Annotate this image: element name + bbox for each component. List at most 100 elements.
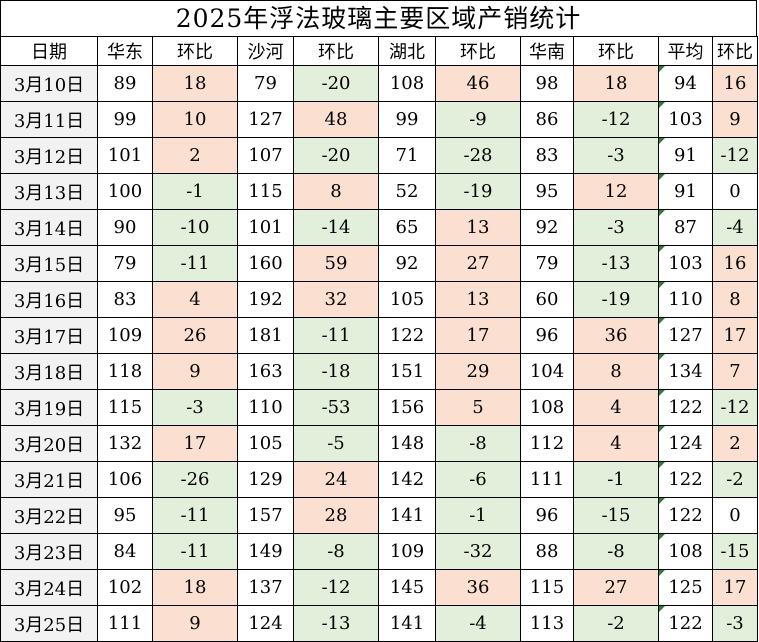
date-cell[interactable]: 3月22日 xyxy=(0,497,98,534)
hubei-change-cell[interactable]: 13 xyxy=(435,209,521,246)
shahe-cell[interactable]: 79 xyxy=(237,65,294,102)
huadong-cell[interactable]: 106 xyxy=(97,461,153,498)
huadong-cell[interactable]: 84 xyxy=(97,533,153,570)
hubei-cell[interactable]: 156 xyxy=(378,389,436,426)
header-cell-average-change[interactable]: 环比 xyxy=(712,36,758,66)
huadong-change-cell[interactable]: -26 xyxy=(152,461,238,498)
huanan-change-cell[interactable]: 27 xyxy=(573,569,659,606)
average-cell[interactable]: 87 xyxy=(658,209,713,246)
hubei-cell[interactable]: 99 xyxy=(378,101,436,138)
date-cell[interactable]: 3月25日 xyxy=(0,605,98,642)
average-change-cell[interactable]: 16 xyxy=(712,245,758,282)
huanan-cell[interactable]: 60 xyxy=(520,281,574,318)
average-change-cell[interactable]: 17 xyxy=(712,569,758,606)
huanan-change-cell[interactable]: -3 xyxy=(573,209,659,246)
average-change-cell[interactable]: -12 xyxy=(712,137,758,174)
shahe-change-cell[interactable]: 32 xyxy=(293,281,379,318)
header-cell-huanan[interactable]: 华南 xyxy=(520,36,574,66)
date-cell[interactable]: 3月23日 xyxy=(0,533,98,570)
average-change-cell[interactable]: -3 xyxy=(712,605,758,642)
shahe-change-cell[interactable]: -5 xyxy=(293,425,379,462)
average-change-cell[interactable]: -2 xyxy=(712,461,758,498)
shahe-cell[interactable]: 107 xyxy=(237,137,294,174)
hubei-change-cell[interactable]: 29 xyxy=(435,353,521,390)
hubei-cell[interactable]: 108 xyxy=(378,65,436,102)
hubei-cell[interactable]: 109 xyxy=(378,533,436,570)
huadong-change-cell[interactable]: 2 xyxy=(152,137,238,174)
huadong-cell[interactable]: 132 xyxy=(97,425,153,462)
huadong-cell[interactable]: 101 xyxy=(97,137,153,174)
huadong-change-cell[interactable]: -10 xyxy=(152,209,238,246)
shahe-change-cell[interactable]: 8 xyxy=(293,173,379,210)
huanan-cell[interactable]: 113 xyxy=(520,605,574,642)
huanan-cell[interactable]: 86 xyxy=(520,101,574,138)
average-cell[interactable]: 91 xyxy=(658,137,713,174)
huanan-change-cell[interactable]: -12 xyxy=(573,101,659,138)
shahe-change-cell[interactable]: -20 xyxy=(293,65,379,102)
shahe-cell[interactable]: 160 xyxy=(237,245,294,282)
huadong-cell[interactable]: 100 xyxy=(97,173,153,210)
huadong-cell[interactable]: 102 xyxy=(97,569,153,606)
huadong-change-cell[interactable]: -3 xyxy=(152,389,238,426)
date-cell[interactable]: 3月18日 xyxy=(0,353,98,390)
huadong-change-cell[interactable]: -11 xyxy=(152,245,238,282)
huanan-cell[interactable]: 88 xyxy=(520,533,574,570)
huadong-cell[interactable]: 118 xyxy=(97,353,153,390)
shahe-cell[interactable]: 105 xyxy=(237,425,294,462)
average-cell[interactable]: 122 xyxy=(658,389,713,426)
shahe-change-cell[interactable]: -11 xyxy=(293,317,379,354)
shahe-cell[interactable]: 163 xyxy=(237,353,294,390)
shahe-change-cell[interactable]: 28 xyxy=(293,497,379,534)
huadong-cell[interactable]: 99 xyxy=(97,101,153,138)
average-cell[interactable]: 103 xyxy=(658,101,713,138)
huanan-cell[interactable]: 112 xyxy=(520,425,574,462)
shahe-change-cell[interactable]: -20 xyxy=(293,137,379,174)
huadong-change-cell[interactable]: 26 xyxy=(152,317,238,354)
huanan-change-cell[interactable]: 4 xyxy=(573,389,659,426)
huanan-change-cell[interactable]: 18 xyxy=(573,65,659,102)
shahe-cell[interactable]: 124 xyxy=(237,605,294,642)
average-cell[interactable]: 108 xyxy=(658,533,713,570)
shahe-change-cell[interactable]: 59 xyxy=(293,245,379,282)
huanan-cell[interactable]: 79 xyxy=(520,245,574,282)
average-cell[interactable]: 122 xyxy=(658,497,713,534)
header-cell-hubei[interactable]: 湖北 xyxy=(378,36,436,66)
average-cell[interactable]: 127 xyxy=(658,317,713,354)
hubei-cell[interactable]: 145 xyxy=(378,569,436,606)
hubei-change-cell[interactable]: -8 xyxy=(435,425,521,462)
hubei-change-cell[interactable]: -4 xyxy=(435,605,521,642)
hubei-change-cell[interactable]: 46 xyxy=(435,65,521,102)
average-change-cell[interactable]: 7 xyxy=(712,353,758,390)
huanan-cell[interactable]: 104 xyxy=(520,353,574,390)
huanan-cell[interactable]: 98 xyxy=(520,65,574,102)
huanan-cell[interactable]: 83 xyxy=(520,137,574,174)
average-change-cell[interactable]: 9 xyxy=(712,101,758,138)
huanan-change-cell[interactable]: -19 xyxy=(573,281,659,318)
shahe-change-cell[interactable]: 48 xyxy=(293,101,379,138)
date-cell[interactable]: 3月16日 xyxy=(0,281,98,318)
huadong-cell[interactable]: 83 xyxy=(97,281,153,318)
huadong-cell[interactable]: 115 xyxy=(97,389,153,426)
date-cell[interactable]: 3月24日 xyxy=(0,569,98,606)
date-cell[interactable]: 3月13日 xyxy=(0,173,98,210)
huadong-cell[interactable]: 89 xyxy=(97,65,153,102)
huanan-cell[interactable]: 111 xyxy=(520,461,574,498)
shahe-change-cell[interactable]: -8 xyxy=(293,533,379,570)
header-cell-huanan-change[interactable]: 环比 xyxy=(573,36,659,66)
huanan-change-cell[interactable]: 8 xyxy=(573,353,659,390)
shahe-change-cell[interactable]: -18 xyxy=(293,353,379,390)
hubei-cell[interactable]: 141 xyxy=(378,497,436,534)
hubei-cell[interactable]: 122 xyxy=(378,317,436,354)
shahe-cell[interactable]: 157 xyxy=(237,497,294,534)
hubei-change-cell[interactable]: 13 xyxy=(435,281,521,318)
huadong-change-cell[interactable]: -11 xyxy=(152,533,238,570)
shahe-cell[interactable]: 181 xyxy=(237,317,294,354)
shahe-cell[interactable]: 137 xyxy=(237,569,294,606)
header-cell-shahe-change[interactable]: 环比 xyxy=(293,36,379,66)
date-cell[interactable]: 3月19日 xyxy=(0,389,98,426)
hubei-change-cell[interactable]: 36 xyxy=(435,569,521,606)
huanan-change-cell[interactable]: -3 xyxy=(573,137,659,174)
header-cell-huadong-change[interactable]: 环比 xyxy=(152,36,238,66)
date-cell[interactable]: 3月17日 xyxy=(0,317,98,354)
shahe-change-cell[interactable]: -14 xyxy=(293,209,379,246)
